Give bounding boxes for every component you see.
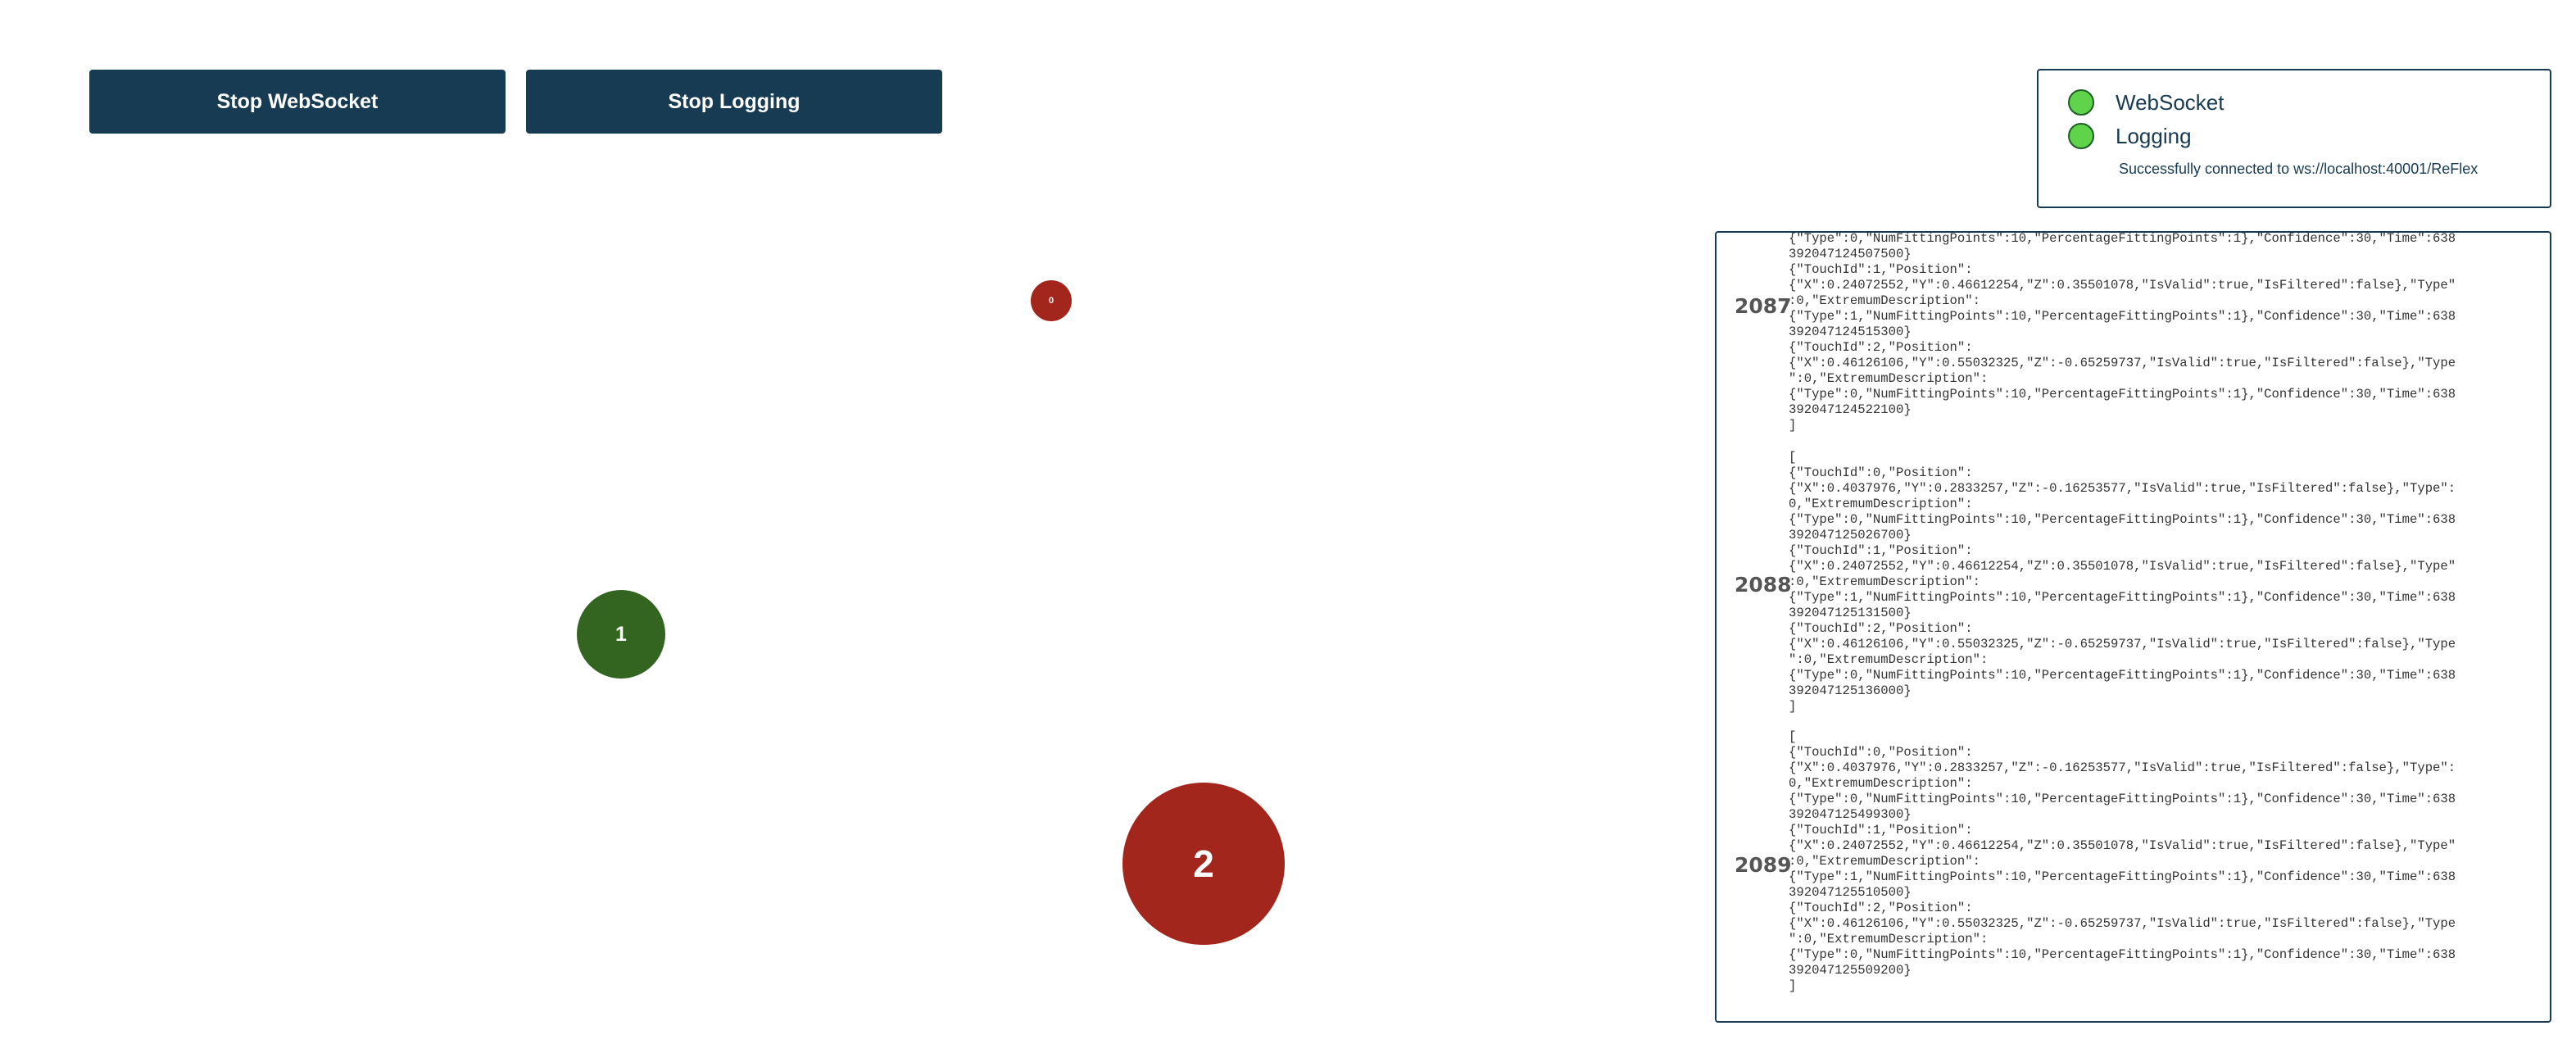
log-panel[interactable]: 2087 {"Type":0,"NumFittingPoints":10,"Per… xyxy=(1715,231,2551,1023)
log-entry-number: 2088 xyxy=(1735,573,1792,597)
logging-status-indicator-icon xyxy=(2068,123,2094,149)
log-line: {"Type":1,"NumFittingPoints":10,"Percent… xyxy=(1789,869,2456,884)
log-line: ] xyxy=(1789,699,1797,714)
log-line: 392047125499300} xyxy=(1789,807,1912,822)
stop-websocket-button[interactable]: Stop WebSocket xyxy=(89,70,506,134)
log-line: {"TouchId":2,"Position": xyxy=(1789,901,1973,915)
log-line: [ xyxy=(1789,450,1797,465)
stop-logging-button[interactable]: Stop Logging xyxy=(526,70,942,134)
log-line: {"X":0.46126106,"Y":0.55032325,"Z":-0.65… xyxy=(1789,356,2456,370)
log-line: {"X":0.24072552,"Y":0.46612254,"Z":0.355… xyxy=(1789,559,2456,574)
log-line: {"TouchId":0,"Position": xyxy=(1789,745,1973,760)
websocket-status: WebSocket xyxy=(2068,89,2224,116)
log-line: {"Type":1,"NumFittingPoints":10,"Percent… xyxy=(1789,590,2456,605)
log-line: ":0,"ExtremumDescription": xyxy=(1789,932,1989,946)
touch-point-2: 2 xyxy=(1122,783,1285,945)
log-line: {"Type":0,"NumFittingPoints":10,"Percent… xyxy=(1789,512,2456,527)
log-line: 392047125136000} xyxy=(1789,683,1912,698)
log-line: :0,"ExtremumDescription": xyxy=(1789,854,1980,869)
log-line: {"Type":0,"NumFittingPoints":10,"Percent… xyxy=(1789,947,2456,962)
logging-status-label: Logging xyxy=(2116,123,2192,148)
websocket-status-label: WebSocket xyxy=(2116,89,2225,115)
touch-point-0: 0 xyxy=(1031,280,1072,321)
log-line: {"X":0.46126106,"Y":0.55032325,"Z":-0.65… xyxy=(1789,916,2456,931)
log-line: 392047125509200} xyxy=(1789,963,1912,978)
log-line: {"Type":1,"NumFittingPoints":10,"Percent… xyxy=(1789,309,2456,324)
log-entry-number: 2089 xyxy=(1735,853,1792,877)
logging-status: Logging xyxy=(2068,123,2192,149)
touch-point-1: 1 xyxy=(577,590,665,679)
log-line: :0,"ExtremumDescription": xyxy=(1789,293,1980,308)
log-line: {"Type":0,"NumFittingPoints":10,"Percent… xyxy=(1789,387,2456,402)
log-line: ] xyxy=(1789,418,1797,433)
websocket-status-indicator-icon xyxy=(2068,89,2094,116)
log-line: {"X":0.46126106,"Y":0.55032325,"Z":-0.65… xyxy=(1789,637,2456,651)
log-line: {"Type":0,"NumFittingPoints":10,"Percent… xyxy=(1789,668,2456,683)
log-line: 392047124515300} xyxy=(1789,325,1912,339)
touch-point-1-label: 1 xyxy=(615,622,627,646)
log-line: {"TouchId":1,"Position": xyxy=(1789,823,1973,837)
touch-point-0-label: 0 xyxy=(1048,296,1054,306)
log-line: 0,"ExtremumDescription": xyxy=(1789,497,1973,511)
log-line: 392047125510500} xyxy=(1789,885,1912,900)
log-line: {"X":0.4037976,"Y":0.2833257,"Z":-0.1625… xyxy=(1789,760,2456,775)
log-line: [ xyxy=(1789,729,1797,744)
log-line: 0,"ExtremumDescription": xyxy=(1789,776,1973,791)
log-line: ":0,"ExtremumDescription": xyxy=(1789,652,1989,667)
log-line: ":0,"ExtremumDescription": xyxy=(1789,371,1989,386)
touch-point-2-label: 2 xyxy=(1193,842,1214,885)
log-line: {"TouchId":2,"Position": xyxy=(1789,340,1973,355)
connection-message: Successfully connected to ws://localhost… xyxy=(2119,161,2478,177)
log-line: ] xyxy=(1789,978,1797,993)
log-line: {"Type":0,"NumFittingPoints":10,"Percent… xyxy=(1789,231,2456,246)
log-line: {"X":0.4037976,"Y":0.2833257,"Z":-0.1625… xyxy=(1789,481,2456,496)
log-line: 392047124507500} xyxy=(1789,247,1912,261)
log-line: :0,"ExtremumDescription": xyxy=(1789,574,1980,589)
status-panel: WebSocket Logging Successfully connected… xyxy=(2037,69,2551,208)
log-entry-number: 2087 xyxy=(1735,294,1792,318)
log-line: {"TouchId":1,"Position": xyxy=(1789,262,1973,277)
log-line: {"TouchId":1,"Position": xyxy=(1789,543,1973,558)
log-line: {"X":0.24072552,"Y":0.46612254,"Z":0.355… xyxy=(1789,278,2456,293)
log-line: {"Type":0,"NumFittingPoints":10,"Percent… xyxy=(1789,792,2456,806)
log-line: {"TouchId":2,"Position": xyxy=(1789,621,1973,636)
log-line: 392047125026700} xyxy=(1789,528,1912,542)
log-line: {"X":0.24072552,"Y":0.46612254,"Z":0.355… xyxy=(1789,838,2456,853)
log-line: 392047124522100} xyxy=(1789,402,1912,417)
log-line: {"TouchId":0,"Position": xyxy=(1789,465,1973,480)
log-line: 392047125131500} xyxy=(1789,606,1912,620)
